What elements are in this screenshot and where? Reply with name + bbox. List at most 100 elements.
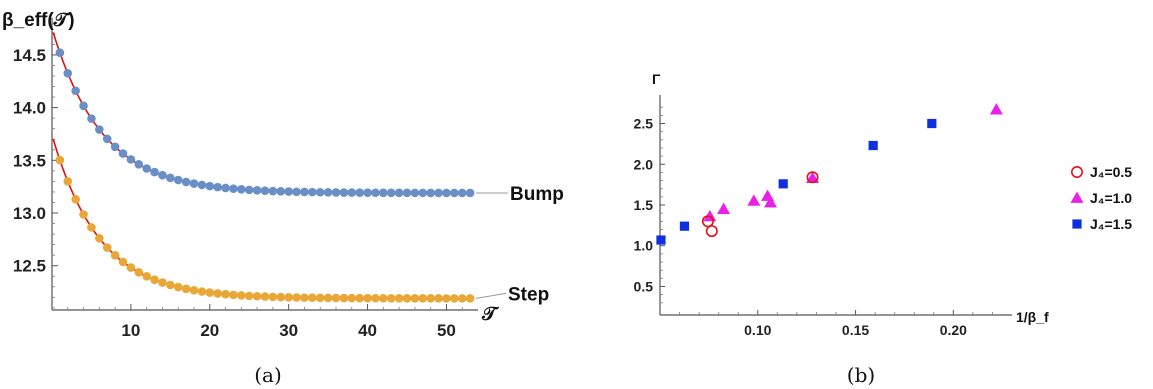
b-legend-marker-square	[1072, 219, 1081, 228]
a-point-step	[371, 294, 380, 303]
a-point-bump	[119, 149, 128, 158]
a-point-step	[87, 223, 96, 232]
b-y-tick-label: 2.0	[634, 156, 654, 172]
a-point-bump	[340, 188, 349, 197]
a-x-tick-label: 10	[121, 321, 140, 340]
a-point-step	[166, 281, 175, 290]
a-y-tick-label: 12.5	[13, 257, 46, 276]
a-point-bump	[221, 184, 230, 193]
a-y-tick-label: 13.0	[13, 204, 46, 223]
a-point-step	[324, 294, 333, 303]
b-point-circle-open	[707, 226, 717, 236]
a-point-bump	[418, 189, 427, 198]
a-point-step	[426, 294, 435, 303]
a-point-bump	[395, 189, 404, 198]
a-point-step	[292, 293, 301, 302]
b-y-tick-label: 1.5	[634, 197, 654, 213]
a-ticks: 10 20 30 40 50 12.5 13.0 13.5 14.0 14.5	[13, 23, 462, 340]
a-point-step	[308, 293, 317, 302]
a-point-step	[332, 294, 341, 303]
a-x-tick-label: 30	[279, 321, 298, 340]
a-point-bump	[466, 189, 475, 198]
a-point-step	[379, 294, 388, 303]
a-label-leader	[476, 293, 506, 298]
a-point-step	[387, 294, 396, 303]
a-point-bump	[237, 185, 246, 194]
a-point-step	[434, 294, 443, 303]
a-point-step	[284, 293, 293, 302]
a-series-label-bump: Bump	[510, 184, 564, 205]
a-point-bump	[379, 188, 388, 197]
b-y-tick-label: 1.0	[634, 238, 654, 254]
b-legend-label: J₄=1.0	[1090, 190, 1132, 206]
a-x-axis-label: 𝒯	[481, 304, 500, 325]
a-point-bump	[190, 179, 199, 188]
b-point-triangle	[990, 103, 1003, 114]
b-point-triangle	[747, 194, 760, 205]
b-point-square	[779, 179, 788, 188]
a-point-step	[127, 263, 136, 272]
a-point-bump	[253, 186, 262, 195]
a-point-bump	[127, 155, 136, 164]
a-point-step	[276, 293, 285, 302]
b-x-axis-label: 1/β_f	[1016, 309, 1049, 325]
a-point-bump	[261, 186, 270, 195]
a-point-bump	[355, 188, 364, 197]
a-point-step	[347, 294, 356, 303]
a-point-bump	[434, 189, 443, 198]
a-point-step	[300, 293, 309, 302]
b-point-triangle	[717, 203, 730, 214]
b-legend-marker-circle-open	[1072, 167, 1082, 177]
a-y-tick-label: 13.5	[13, 151, 46, 170]
a-point-step	[363, 294, 372, 303]
a-point-bump	[174, 176, 183, 185]
a-point-step	[158, 278, 167, 287]
a-point-bump	[95, 125, 104, 134]
a-point-step	[450, 294, 459, 303]
a-point-bump	[56, 48, 65, 57]
b-y-tick-label: 2.5	[634, 116, 654, 132]
a-point-step	[403, 294, 412, 303]
a-point-step	[56, 156, 65, 165]
a-point-bump	[442, 189, 451, 198]
b-x-tick-label: 0.15	[842, 322, 869, 338]
a-point-bump	[363, 188, 372, 197]
a-point-step	[229, 291, 238, 300]
a-point-bump	[269, 187, 278, 196]
a-point-step	[71, 195, 80, 204]
a-caption: (a)	[254, 363, 282, 387]
a-fit-curve-bump	[53, 32, 469, 193]
b-point-square	[927, 119, 936, 128]
a-point-bump	[182, 178, 191, 187]
b-data-points	[656, 103, 1002, 244]
a-point-step	[245, 292, 254, 301]
b-legend-marker-triangle	[1071, 192, 1084, 203]
a-point-step	[134, 268, 143, 277]
a-point-bump	[198, 181, 207, 190]
a-point-bump	[324, 188, 333, 197]
a-point-bump	[111, 142, 120, 151]
a-point-bump	[142, 164, 151, 173]
a-point-bump	[150, 168, 159, 177]
a-point-bump	[403, 189, 412, 198]
a-point-step	[174, 283, 183, 292]
b-legend-label: J₄=1.5	[1090, 216, 1132, 232]
a-point-step	[79, 210, 88, 219]
a-point-bump	[300, 188, 309, 197]
a-point-bump	[87, 114, 96, 123]
a-point-step	[442, 294, 451, 303]
a-point-bump	[166, 173, 175, 182]
b-point-square	[656, 235, 665, 244]
b-legend: J₄=0.5 J₄=1.0 J₄=1.5	[1071, 164, 1133, 232]
a-point-step	[269, 293, 278, 302]
b-x-tick-label: 0.20	[940, 322, 967, 338]
b-legend-label: J₄=0.5	[1090, 164, 1132, 180]
a-point-bump	[332, 188, 341, 197]
a-point-step	[221, 290, 230, 299]
a-point-step	[355, 294, 364, 303]
a-series-label-step: Step	[508, 284, 549, 305]
a-x-tick-label: 40	[358, 321, 377, 340]
a-fit-curve-step	[53, 139, 469, 298]
a-point-step	[95, 234, 104, 243]
